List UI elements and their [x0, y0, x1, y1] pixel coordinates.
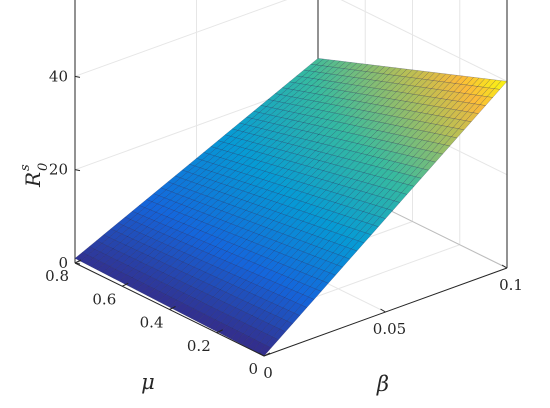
y-tick-label: 0.6 — [92, 290, 116, 308]
z-axis-label-main: R — [21, 172, 45, 188]
z-axis-label-sub: 0 — [36, 163, 51, 171]
y-tick-mark — [74, 259, 82, 264]
z-axis-label: R s 0 — [18, 163, 51, 188]
y-tick-label: 0.8 — [45, 267, 69, 285]
x-axis-label: β — [376, 372, 389, 396]
x-tick-mark — [501, 264, 508, 269]
y-tick-label: 0.2 — [187, 337, 211, 355]
z-tick-mark — [74, 169, 81, 172]
z-axis-label-sup: s — [18, 164, 33, 171]
y-tick-mark — [216, 329, 223, 334]
z-tick-label: 20 — [49, 161, 68, 179]
z-tick-label: 0 — [58, 254, 68, 272]
y-tick-mark — [122, 282, 129, 287]
z-tick-label: 40 — [49, 67, 68, 85]
surface — [74, 58, 508, 357]
z-tick-mark — [74, 75, 81, 78]
x-tick-label: 0.1 — [499, 276, 523, 294]
y-tick-label: 0 — [248, 360, 258, 378]
y-axis-label: μ — [141, 370, 155, 394]
ticks: 00.050.100.20.40.60.80204060 — [45, 67, 523, 382]
y-tick-mark — [263, 352, 271, 357]
z-tick-mark — [74, 262, 81, 265]
y-tick-label: 0.4 — [140, 314, 164, 332]
x-tick-label: 0.05 — [373, 320, 406, 338]
x-tick-label: 0 — [263, 364, 273, 382]
x-tick-mark — [258, 352, 265, 357]
y-tick-mark — [169, 306, 176, 310]
x-tick-mark — [380, 308, 386, 313]
